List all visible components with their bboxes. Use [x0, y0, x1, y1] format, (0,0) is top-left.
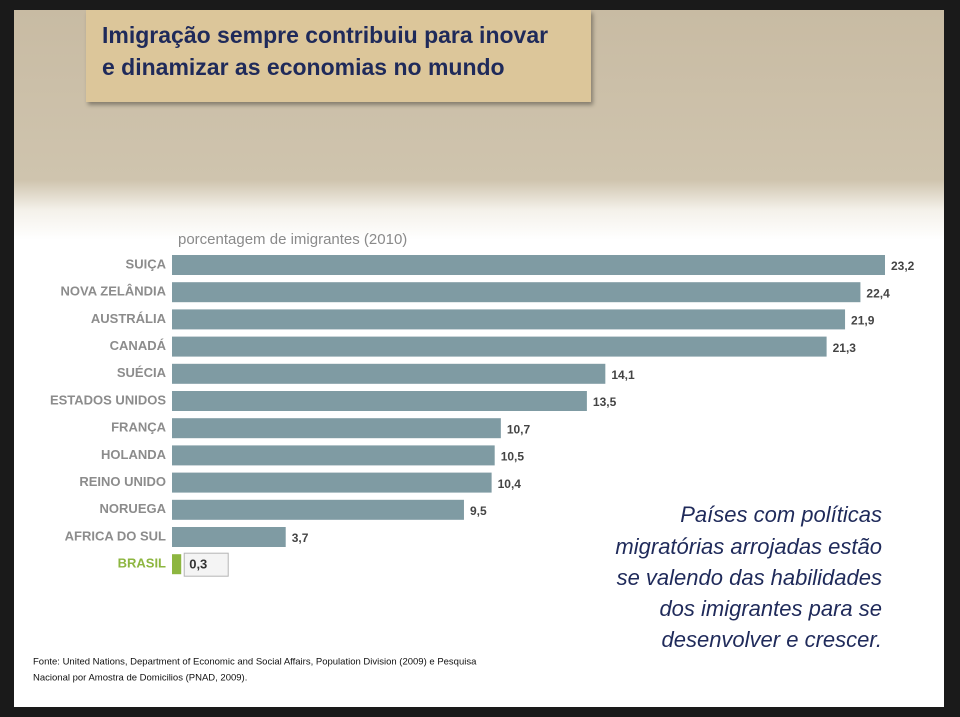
- bar: [172, 363, 606, 384]
- bar: [172, 255, 885, 275]
- category-label: AFRICA DO SUL: [65, 528, 166, 543]
- category-label: SUÉCIA: [117, 365, 167, 380]
- value-label: 0,3: [189, 557, 207, 572]
- value-label: 21,9: [851, 314, 875, 328]
- category-label: SUIÇA: [126, 256, 167, 271]
- value-label: 10,7: [507, 422, 531, 436]
- bar: [172, 282, 861, 303]
- category-label: HOLANDA: [101, 447, 167, 462]
- value-label: 13,5: [593, 395, 617, 409]
- value-label: 10,5: [501, 450, 525, 464]
- value-label: 10,4: [498, 477, 522, 491]
- bar: [172, 336, 827, 357]
- message-line: dos imigrantes para se: [659, 596, 882, 621]
- message-line: migratórias arrojadas estão: [615, 534, 882, 559]
- bar: [172, 445, 495, 466]
- bar: [172, 391, 587, 411]
- value-label-box: [183, 552, 229, 577]
- value-label: 22,4: [866, 286, 890, 300]
- value-label: 14,1: [611, 368, 635, 382]
- category-label: AUSTRÁLIA: [91, 311, 167, 326]
- category-label: REINO UNIDO: [79, 474, 166, 489]
- value-label: 21,3: [833, 341, 857, 355]
- chart-subtitle: porcentagem de imigrantes (2010): [178, 231, 407, 248]
- title-banner: Imigração sempre contribuiu para inovar …: [86, 10, 591, 102]
- bar: [172, 527, 286, 547]
- source-line: Nacional por Amostra de Domicilios (PNAD…: [33, 673, 247, 684]
- category-label: ESTADOS UNIDOS: [50, 392, 166, 407]
- category-label: NOVA ZELÂNDIA: [61, 284, 167, 299]
- category-label: BRASIL: [118, 556, 166, 571]
- category-label: NORUEGA: [100, 501, 167, 516]
- title-line: Imigração sempre contribuiu para inovar: [102, 22, 549, 48]
- source-line: Fonte: United Nations, Department of Eco…: [33, 657, 477, 668]
- bar: [172, 554, 182, 575]
- value-label: 9,5: [470, 504, 487, 518]
- message-line: se valendo das habilidades: [617, 565, 882, 590]
- title-line: e dinamizar as economias no mundo: [102, 54, 505, 80]
- category-label: CANADÁ: [110, 338, 167, 353]
- category-label: FRANÇA: [111, 420, 166, 435]
- message-line: Países com políticas: [680, 502, 882, 527]
- bar: [172, 472, 492, 493]
- slide: Imigração sempre contribuiu para inovar …: [14, 10, 944, 707]
- message-line: desenvolver e crescer.: [661, 627, 882, 652]
- bar: [172, 499, 464, 520]
- value-label: 3,7: [292, 531, 309, 545]
- bar: [172, 309, 846, 330]
- bar: [172, 418, 501, 439]
- value-label: 23,2: [891, 259, 915, 273]
